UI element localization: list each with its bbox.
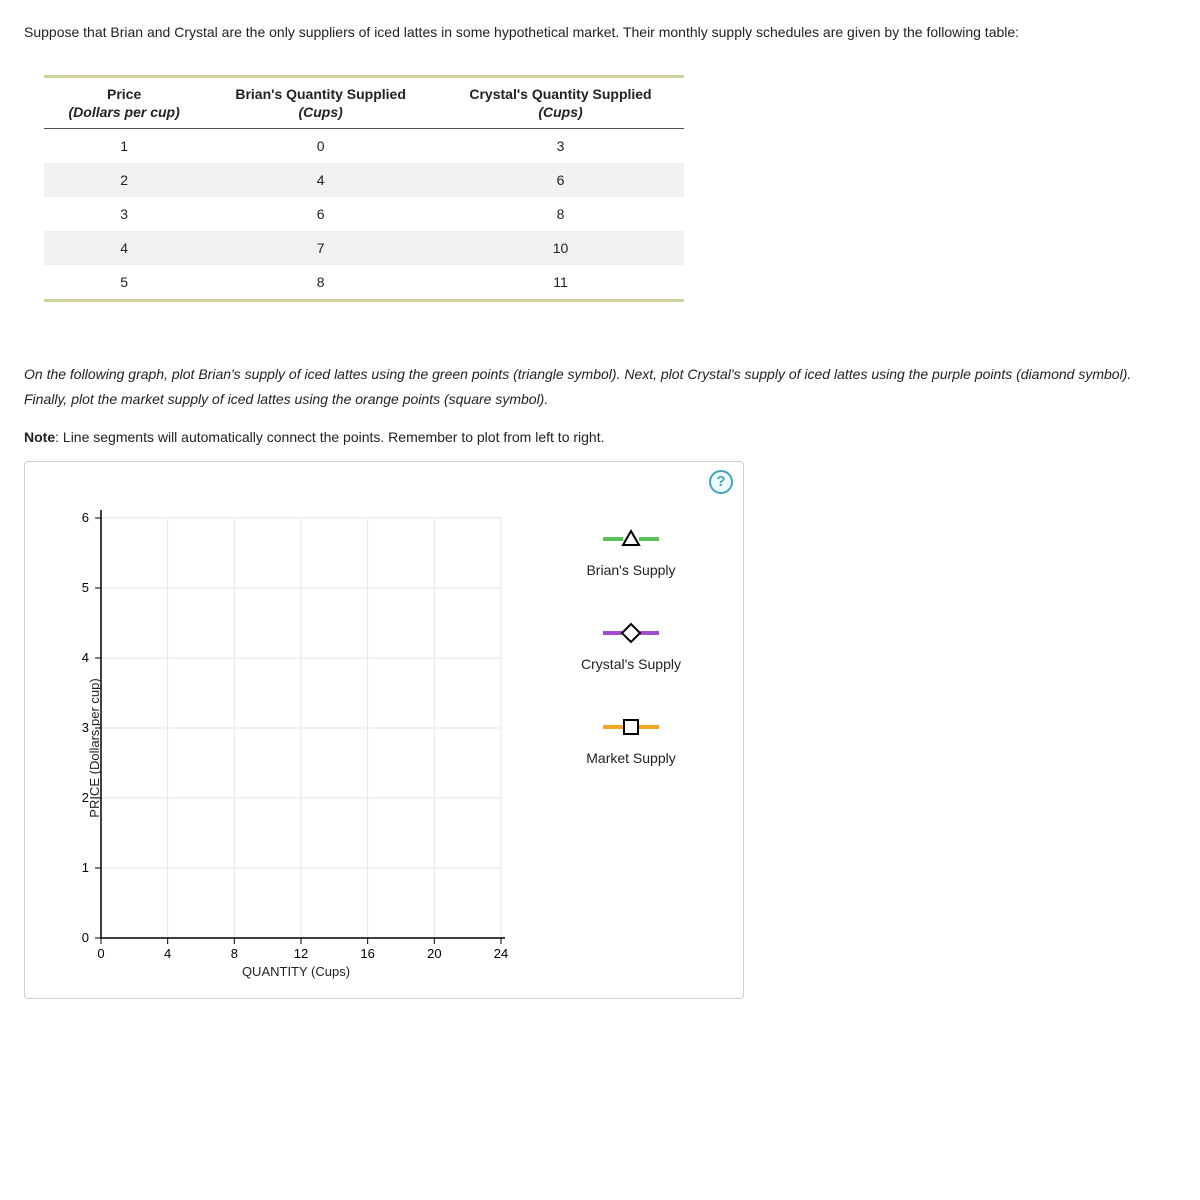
cell: 11 [437,265,684,301]
cell: 0 [204,129,437,164]
note-text: : Line segments will automatically conne… [55,429,604,445]
svg-text:4: 4 [82,650,89,665]
svg-text:12: 12 [294,946,308,958]
legend-item-market[interactable]: Market Supply [561,714,701,766]
svg-text:4: 4 [164,946,171,958]
cell: 2 [44,163,204,197]
cell: 7 [204,231,437,265]
svg-text:6: 6 [82,510,89,525]
svg-text:8: 8 [231,946,238,958]
cell: 3 [44,197,204,231]
table-row: 1 0 3 [44,129,684,164]
cell: 4 [44,231,204,265]
col-price-header: Price [44,78,204,104]
svg-text:0: 0 [97,946,104,958]
table-row: 2 4 6 [44,163,684,197]
supply-table: Price Brian's Quantity Supplied Crystal'… [44,75,684,302]
plot-svg[interactable]: 048121620240123456 [31,508,531,958]
chart-area[interactable]: PRICE (Dollars per cup) 0481216202401234… [31,508,531,988]
cell: 3 [437,129,684,164]
graph-instructions: On the following graph, plot Brian's sup… [24,362,1176,412]
instructions-text: On the following graph, plot Brian's sup… [24,366,1131,407]
help-button[interactable]: ? [709,470,733,494]
legend-label: Crystal's Supply [561,656,701,672]
svg-text:24: 24 [494,946,508,958]
col-crystal-header: Crystal's Quantity Supplied [437,78,684,104]
svg-text:0: 0 [82,930,89,945]
col-crystal-sub: (Cups) [437,104,684,129]
table-row: 5 8 11 [44,265,684,301]
svg-text:20: 20 [427,946,441,958]
svg-text:5: 5 [82,580,89,595]
legend-label: Brian's Supply [561,562,701,578]
diamond-icon [561,620,701,646]
plot-panel: ? PRICE (Dollars per cup) 04812162024012… [24,461,744,999]
col-brian-header: Brian's Quantity Supplied [204,78,437,104]
triangle-icon [561,526,701,552]
cell: 6 [204,197,437,231]
table-row: 3 6 8 [44,197,684,231]
cell: 10 [437,231,684,265]
cell: 4 [204,163,437,197]
svg-text:16: 16 [360,946,374,958]
svg-text:1: 1 [82,860,89,875]
supply-table-wrap: Price Brian's Quantity Supplied Crystal'… [44,75,1176,302]
cell: 8 [204,265,437,301]
col-brian-sub: (Cups) [204,104,437,129]
cell: 6 [437,163,684,197]
legend-item-crystal[interactable]: Crystal's Supply [561,620,701,672]
y-axis-label: PRICE (Dollars per cup) [87,678,102,817]
legend-label: Market Supply [561,750,701,766]
square-icon [561,714,701,740]
note-label: Note [24,429,55,445]
legend-item-brian[interactable]: Brian's Supply [561,526,701,578]
col-price-sub: (Dollars per cup) [44,104,204,129]
cell: 5 [44,265,204,301]
x-axis-label: QUANTITY (Cups) [91,964,501,979]
cell: 8 [437,197,684,231]
table-row: 4 7 10 [44,231,684,265]
note: Note: Line segments will automatically c… [24,429,1176,445]
cell: 1 [44,129,204,164]
intro-text: Suppose that Brian and Crystal are the o… [24,20,1176,45]
legend: Brian's Supply Crystal's Supply Market S… [561,508,701,988]
